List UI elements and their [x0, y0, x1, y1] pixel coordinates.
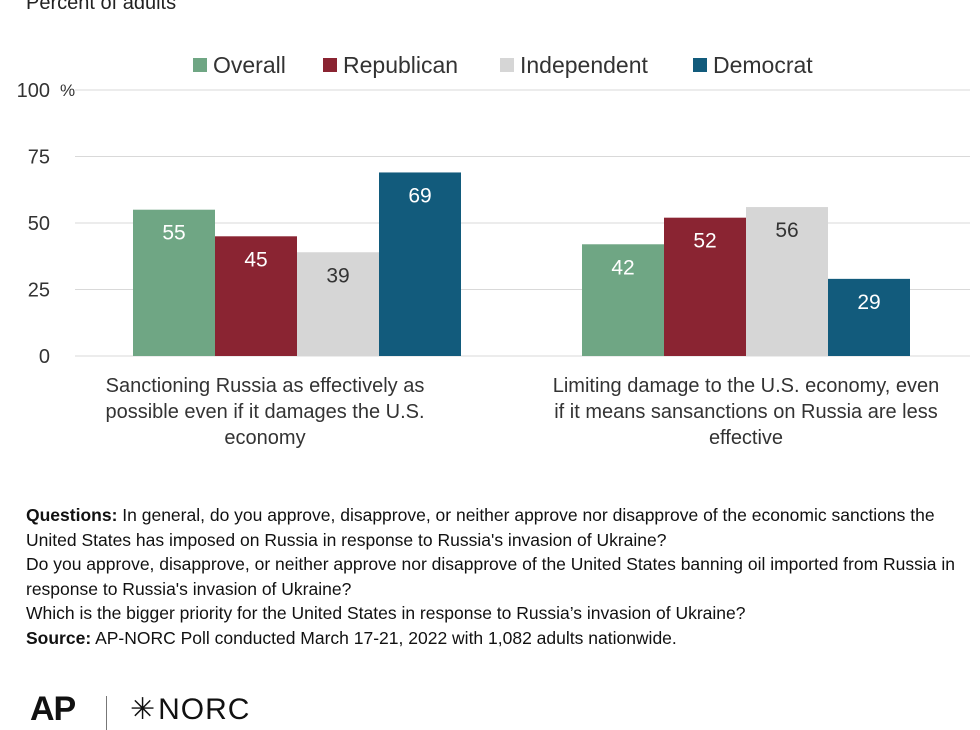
- bar: [746, 207, 828, 356]
- source-text: AP-NORC Poll conducted March 17-21, 2022…: [95, 627, 677, 648]
- y-tick-label: 25: [28, 280, 50, 302]
- bar: [828, 278, 910, 356]
- bar-chart: 0 25 50 75 100 % Overall Republican Independent D…: [17, 52, 970, 449]
- bar-value-label: 69: [408, 184, 431, 207]
- bar-value-label: 55: [162, 222, 185, 245]
- category-label: if it means sansanctions on Russia are l…: [554, 401, 938, 423]
- logo-divider: [106, 696, 107, 730]
- norc-logo-text: NORC: [158, 693, 251, 726]
- y-tick-label: 50: [28, 213, 50, 235]
- source-note: Source: AP-NORC Poll conducted March 17-…: [26, 626, 971, 651]
- bar: [297, 252, 379, 356]
- category-label: effective: [709, 427, 783, 449]
- question-1: Questions: In general, do you approve, d…: [26, 503, 971, 552]
- bar-value-label: 42: [611, 256, 634, 279]
- y-tick-label: 0: [39, 346, 50, 368]
- legend-swatch: [193, 58, 207, 72]
- norc-star-icon: ✳: [130, 693, 157, 726]
- bar: [215, 236, 297, 356]
- legend-swatch: [500, 58, 514, 72]
- legend-swatch: [693, 58, 707, 72]
- bar: [582, 244, 664, 356]
- chart-subtitle: Percent of adults: [26, 0, 177, 14]
- y-tick-label: 100: [17, 80, 50, 102]
- question-1-text: In general, do you approve, disapprove, …: [26, 505, 935, 550]
- category-label: Limiting damage to the U.S. economy, eve…: [553, 375, 940, 397]
- bar-value-label: 45: [244, 248, 267, 271]
- category-label: possible even if it damages the U.S.: [105, 401, 424, 423]
- question-2: Do you approve, disapprove, or neither a…: [26, 554, 956, 599]
- chart-notes: Questions: In general, do you approve, d…: [26, 503, 971, 650]
- legend-label: Overall: [213, 52, 286, 78]
- question-3: Which is the bigger priority for the Uni…: [26, 603, 746, 623]
- legend-swatch: [323, 58, 337, 72]
- questions-label: Questions:: [26, 505, 118, 525]
- legend-label: Independent: [520, 52, 649, 78]
- bar-value-label: 39: [326, 264, 349, 287]
- bar: [664, 217, 746, 356]
- bar-value-label: 52: [693, 230, 716, 253]
- ap-logo: AP: [30, 690, 76, 728]
- norc-logo: ✳NORC: [130, 692, 250, 727]
- category-label: Sanctioning Russia as effectively as: [106, 375, 425, 397]
- y-tick-label: 75: [28, 147, 50, 169]
- bar: [133, 209, 215, 356]
- y-unit-label: %: [60, 81, 75, 100]
- bar-value-label: 56: [775, 219, 798, 242]
- legend-label: Republican: [343, 52, 458, 78]
- category-label: economy: [224, 427, 305, 449]
- bar: [379, 172, 461, 356]
- source-label: Source:: [26, 627, 92, 648]
- bar-value-label: 29: [857, 291, 880, 314]
- legend-label: Democrat: [713, 52, 813, 78]
